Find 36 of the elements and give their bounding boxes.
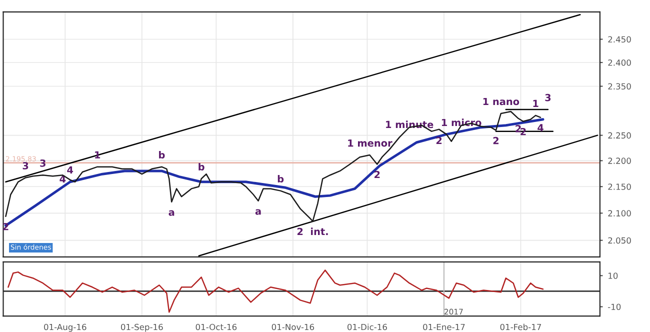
annotation: b (159, 151, 165, 159)
annotation: a (168, 210, 174, 216)
y-tick-label: 2.050 (608, 237, 631, 244)
annotation: 1 nano (483, 98, 520, 106)
annotation: 4 (60, 175, 66, 182)
annotation: 1 (533, 100, 538, 108)
y-tick-label: 10 (608, 272, 618, 279)
y-tick-label: 2.100 (608, 210, 631, 216)
x-tick-label: 01-Sep-16 (120, 324, 163, 332)
x-tick-label: 01-Dic-16 (347, 324, 387, 330)
annotation: 3 (545, 94, 551, 102)
annotation: 3 (22, 162, 28, 170)
y-tick-label: 2.450 (608, 36, 631, 43)
annotation: a (255, 209, 261, 215)
x-tick-label: 01-Nov-16 (272, 324, 314, 330)
y-tick-label: 2.200 (608, 158, 631, 164)
y-tick-label: 2.250 (608, 132, 631, 139)
annotation: 1 menor (348, 140, 392, 147)
x-tick-label: 01-Oct-16 (196, 324, 237, 330)
y-tick-label: 2.150 (608, 184, 631, 190)
annotation: b (198, 162, 204, 170)
y-tick-label: 2.350 (608, 83, 631, 90)
y-tick-label: 2.400 (608, 59, 631, 66)
line-series (8, 270, 544, 313)
annotation: 2 (374, 170, 380, 178)
annotation: 3 (40, 159, 46, 167)
annotation: 2 int. (297, 228, 328, 236)
annotation: 4 (538, 124, 544, 132)
y-tick-label: -10 (608, 304, 621, 310)
annotation: 4 (67, 166, 74, 174)
annotation: 2 (493, 136, 498, 144)
annotation: 2 (436, 136, 442, 144)
annotation: b (278, 174, 284, 183)
x-tick-label: 01-Feb-17 (500, 324, 541, 330)
x-tick-label: 01-Ene-17 (423, 324, 465, 330)
x-tick-label: 01-Aug-16 (44, 324, 86, 332)
